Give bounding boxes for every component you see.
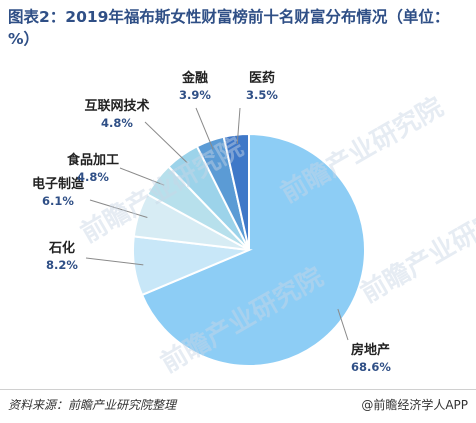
pie-chart: 房地产 68.6% 石化 8.2% 电子制造 6.1% 食品加工 4.8% 互联网技术 4.8% 金… [32,70,391,374]
leader-line-6 [195,107,214,150]
slice-category-label: 石化 [48,240,75,256]
leader-line-3 [89,199,148,218]
slice-value-label: 3.9% [179,88,211,102]
leader-line-5 [144,121,188,164]
leader-line-7 [236,107,241,144]
slice-value-label: 3.5% [246,88,278,102]
footer-divider [0,389,476,390]
slice-category-label: 医药 [249,70,275,86]
source-note: 资料来源：前瞻产业研究院整理 [8,398,177,412]
slice-category-label: 食品加工 [67,152,119,168]
pie-slice-7 [222,132,250,251]
slice-labels: 房地产 68.6% 石化 8.2% 电子制造 6.1% 食品加工 4.8% 互联网技术 4.8% 金… [32,70,391,374]
leader-lines [85,107,349,341]
brand-credit: @前瞻经济学人APP [361,398,468,412]
chart-title: 图表2：2019年福布斯女性财富榜前十名财富分布情况（单位：%） [8,8,450,48]
slice-category-label: 互联网技术 [84,98,149,114]
pie-slices [132,132,366,367]
leader-line-4 [119,167,165,186]
pie-slice-1 [140,132,366,367]
leader-line-1 [337,308,349,341]
slice-value-label: 4.8% [101,116,133,130]
slice-category-label: 房地产 [351,342,390,358]
slice-value-label: 8.2% [46,258,78,272]
leader-line-2 [85,257,144,266]
slice-value-label: 4.8% [77,170,109,184]
slice-value-label: 6.1% [42,194,74,208]
slice-category-label: 金融 [181,70,208,86]
slice-value-label: 68.6% [351,360,391,374]
slice-category-label: 电子制造 [32,176,85,192]
